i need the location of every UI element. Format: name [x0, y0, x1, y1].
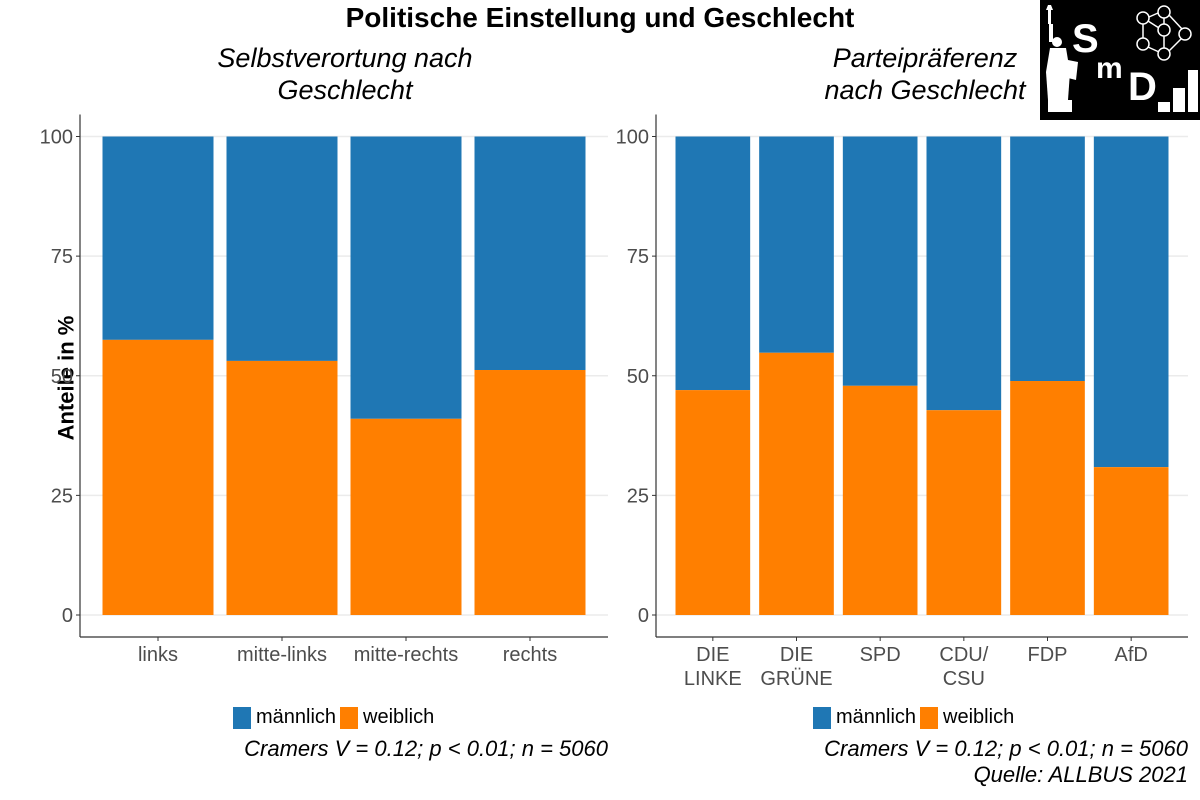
legend-swatch-maennlich [233, 706, 251, 729]
right-caption: Cramers V = 0.12; p < 0.01; n = 5060 [824, 736, 1188, 761]
x-tick-label: DIE [696, 644, 729, 666]
x-tick-label: GRÜNE [760, 668, 832, 690]
x-tick-label: SPD [860, 644, 901, 666]
left-legend: männlich weiblich [233, 706, 438, 729]
bar-maennlich [675, 136, 751, 391]
y-tick-label: 100 [616, 127, 649, 149]
bar-weiblich [759, 352, 834, 615]
logo-letter-m: m [1096, 52, 1123, 85]
bar-maennlich [842, 136, 918, 386]
legend-label-weiblich: weiblich [943, 706, 1015, 728]
bar-maennlich [1010, 136, 1085, 382]
bar-maennlich [926, 136, 1002, 411]
bar-weiblich [1093, 467, 1169, 615]
bar-weiblich [350, 418, 462, 615]
right-legend: männlich weiblich [813, 706, 1018, 729]
bar-weiblich [474, 370, 586, 615]
x-tick-label: links [138, 644, 178, 666]
bar-maennlich [474, 136, 586, 371]
network-icon [1136, 5, 1192, 61]
legend-item-maennlich: männlich [233, 706, 336, 729]
x-tick-label: DIE [780, 644, 813, 666]
left-chart: 0 25 50 75 100 links mitte-links mitte-rechts re… [40, 114, 608, 666]
bar-weiblich [102, 339, 214, 615]
bar-weiblich [1010, 381, 1085, 615]
right-panel-title: Parteipräferenz nach Geschlecht [824, 43, 1026, 105]
x-tick-label: AfD [1114, 644, 1147, 666]
bar-weiblich [926, 410, 1002, 615]
bar-maennlich [1093, 136, 1169, 468]
y-tick-label: 100 [40, 127, 73, 149]
x-tick-label: CSU [943, 668, 985, 690]
legend-label-weiblich: weiblich [363, 706, 435, 728]
legend-label-maennlich: männlich [256, 706, 337, 728]
legend-item-weiblich: weiblich [340, 706, 434, 729]
y-tick-label: 25 [627, 485, 649, 507]
legend-swatch-maennlich [813, 706, 831, 729]
source-caption: Quelle: ALLBUS 2021 [973, 762, 1188, 787]
y-tick-label: 0 [638, 605, 649, 627]
bar-maennlich [226, 136, 338, 361]
x-tick-label: mitte-links [237, 644, 327, 666]
legend-label-maennlich: männlich [836, 706, 917, 728]
smd-logo: S m D [1040, 0, 1200, 120]
smd-logo-icon: S m D [1046, 5, 1198, 112]
logo-letter-s: S [1072, 17, 1099, 61]
legend-item-weiblich: weiblich [920, 706, 1014, 729]
main-title: Politische Einstellung und Geschlecht [345, 2, 855, 33]
y-tick-label: 75 [627, 246, 649, 268]
y-tick-label: 25 [51, 485, 73, 507]
logo-letter-d: D [1128, 65, 1157, 109]
left-panel-title: Selbstverortung nach Geschlecht [217, 43, 473, 105]
legend-swatch-weiblich [340, 706, 359, 729]
bar-maennlich [759, 136, 834, 353]
y-tick-label: 75 [51, 246, 73, 268]
x-tick-label: rechts [503, 644, 557, 666]
bar-weiblich [226, 360, 338, 615]
x-tick-label: FDP [1028, 644, 1068, 666]
x-tick-label: CDU/ [939, 644, 988, 666]
statue-of-liberty-icon [1046, 5, 1078, 112]
left-caption: Cramers V = 0.12; p < 0.01; n = 5060 [244, 736, 608, 761]
bar-chart-icon [1158, 70, 1198, 112]
y-tick-label: 0 [62, 605, 73, 627]
x-tick-label: mitte-rechts [354, 644, 458, 666]
y-tick-label: 50 [627, 366, 649, 388]
bar-maennlich [350, 136, 462, 419]
bar-maennlich [102, 136, 214, 340]
bar-weiblich [842, 385, 918, 615]
bar-weiblich [675, 390, 751, 615]
x-tick-label: LINKE [684, 668, 742, 690]
legend-item-maennlich: männlich [813, 706, 916, 729]
legend-swatch-weiblich [920, 706, 939, 729]
y-tick-label: 50 [51, 366, 73, 388]
